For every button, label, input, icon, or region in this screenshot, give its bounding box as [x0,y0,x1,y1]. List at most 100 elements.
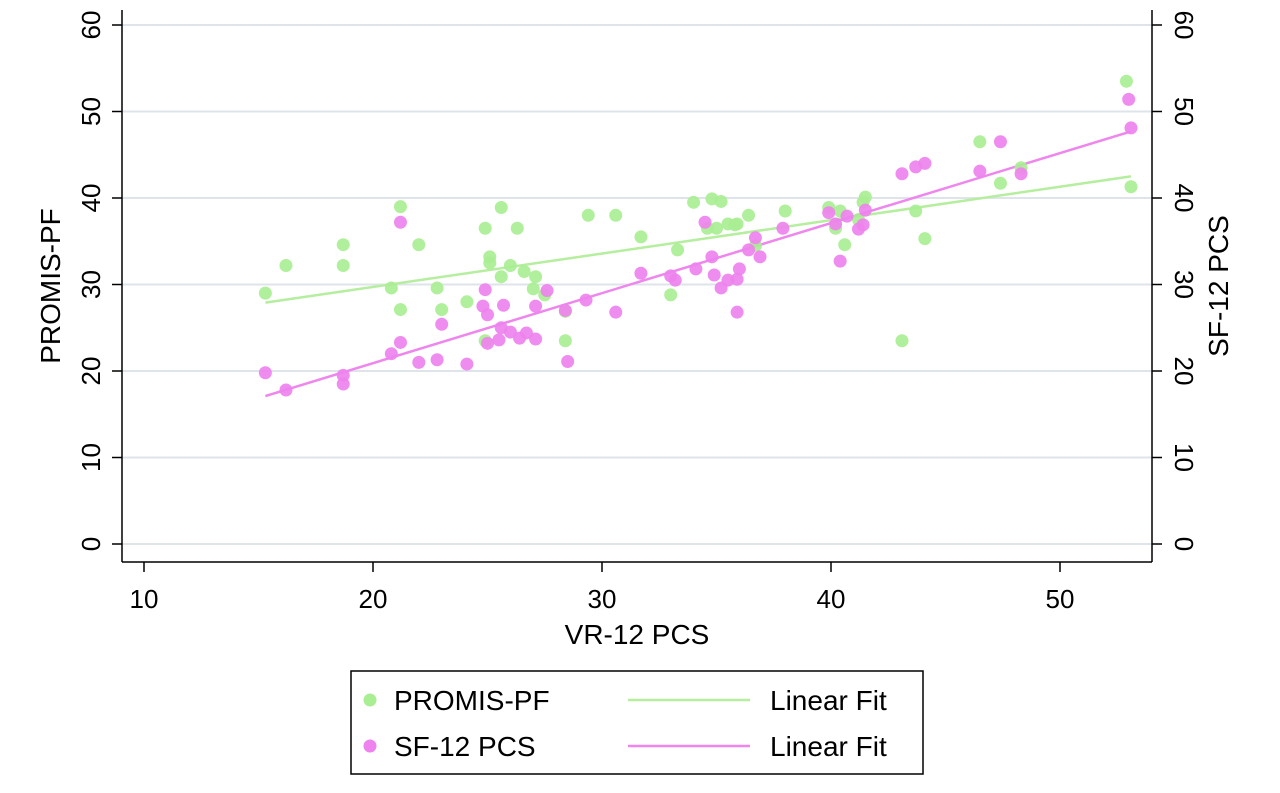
legend-label-sf12-fit: Linear Fit [770,731,887,762]
data-point-promis [529,270,543,284]
data-points [258,74,1138,397]
data-point-promis [393,200,407,214]
y-tick-label-left: 60 [76,11,106,40]
data-point-sf12 [384,347,398,361]
data-point-promis [581,208,595,222]
data-point-promis [1124,180,1138,194]
data-point-promis [895,334,909,348]
x-tick-label: 50 [1046,584,1075,614]
data-point-sf12 [1124,121,1138,135]
data-point-sf12 [579,293,593,307]
data-point-sf12 [634,266,648,280]
y-tick-label-right: 10 [1169,443,1199,472]
data-point-sf12 [561,354,575,368]
data-point-promis [634,230,648,244]
data-point-sf12 [503,325,517,339]
right-y-axis-title: SF-12 PCS [1203,215,1234,357]
data-point-promis [279,258,293,272]
fit-line-promis [265,175,1132,304]
data-point-sf12 [492,333,506,347]
data-point-sf12 [895,167,909,181]
data-point-sf12 [840,209,854,223]
data-point-sf12 [730,305,744,319]
data-point-sf12 [519,326,533,340]
data-point-sf12 [609,305,623,319]
y-tick-label-left: 40 [76,184,106,213]
y-tick-label-left: 50 [76,97,106,126]
x-axis-title: VR-12 PCS [565,619,710,650]
legend-label-promis-fit: Linear Fit [770,685,887,716]
data-point-sf12 [833,254,847,268]
data-point-promis [526,282,540,296]
data-point-promis [510,221,524,235]
legend-label-promis: PROMIS-PF [394,685,550,716]
data-point-promis [412,238,426,252]
data-point-promis [909,204,923,218]
data-point-sf12 [558,303,572,317]
data-point-sf12 [753,250,767,264]
data-point-promis [435,303,449,317]
y-tick-label-right: 40 [1169,184,1199,213]
data-point-sf12 [393,335,407,349]
data-point-promis [664,288,678,302]
data-point-promis [430,281,444,295]
data-point-promis [558,334,572,348]
data-point-promis [1119,74,1133,88]
data-point-promis [687,195,701,209]
data-point-sf12 [858,203,872,217]
data-point-promis [993,176,1007,190]
data-point-promis [858,190,872,204]
y-tick-label-right: 20 [1169,357,1199,386]
data-point-promis [384,281,398,295]
data-point-promis [478,221,492,235]
data-point-promis [494,270,508,284]
data-point-promis [460,295,474,309]
data-point-promis [483,256,497,270]
x-tick-label: 30 [588,584,617,614]
data-point-promis [258,286,272,300]
data-point-promis [918,232,932,246]
data-point-sf12 [973,164,987,178]
y-tick-label-left: 0 [76,537,106,551]
data-point-promis [517,265,531,279]
y-tick-label-right: 30 [1169,270,1199,299]
data-point-sf12 [529,299,543,313]
data-point-promis [503,258,517,272]
data-point-sf12 [707,268,721,282]
data-point-sf12 [993,135,1007,149]
data-point-sf12 [412,355,426,369]
data-point-promis [730,217,744,231]
y-tick-label-right: 0 [1169,537,1199,551]
data-point-sf12 [829,217,843,231]
data-point-sf12 [430,353,444,367]
data-point-promis [494,201,508,215]
data-point-sf12 [258,366,272,380]
legend-marker-promis [363,693,377,707]
data-point-sf12 [481,336,494,350]
x-tick-label: 20 [359,584,388,614]
data-point-sf12 [705,250,719,264]
data-point-sf12 [497,298,511,312]
data-point-sf12 [1014,167,1028,181]
data-point-promis [336,258,350,272]
legend-label-sf12: SF-12 PCS [394,731,536,762]
data-point-sf12 [822,206,836,220]
legend: PROMIS-PF Linear Fit SF-12 PCS Linear Fi… [350,670,924,775]
data-point-promis [710,221,723,235]
data-point-promis [393,303,407,317]
data-point-promis [778,204,792,218]
data-point-sf12 [689,262,703,276]
x-tick-label: 10 [130,584,159,614]
data-point-sf12 [279,383,293,397]
data-point-promis [973,135,987,149]
data-point-promis [336,238,350,252]
data-point-sf12 [856,218,870,232]
data-point-promis [609,208,623,222]
data-point-sf12 [460,357,474,371]
data-point-sf12 [776,221,790,235]
data-point-promis [838,238,852,252]
data-point-sf12 [698,215,712,229]
y-tick-label-right: 50 [1169,97,1199,126]
data-point-promis [742,208,756,222]
